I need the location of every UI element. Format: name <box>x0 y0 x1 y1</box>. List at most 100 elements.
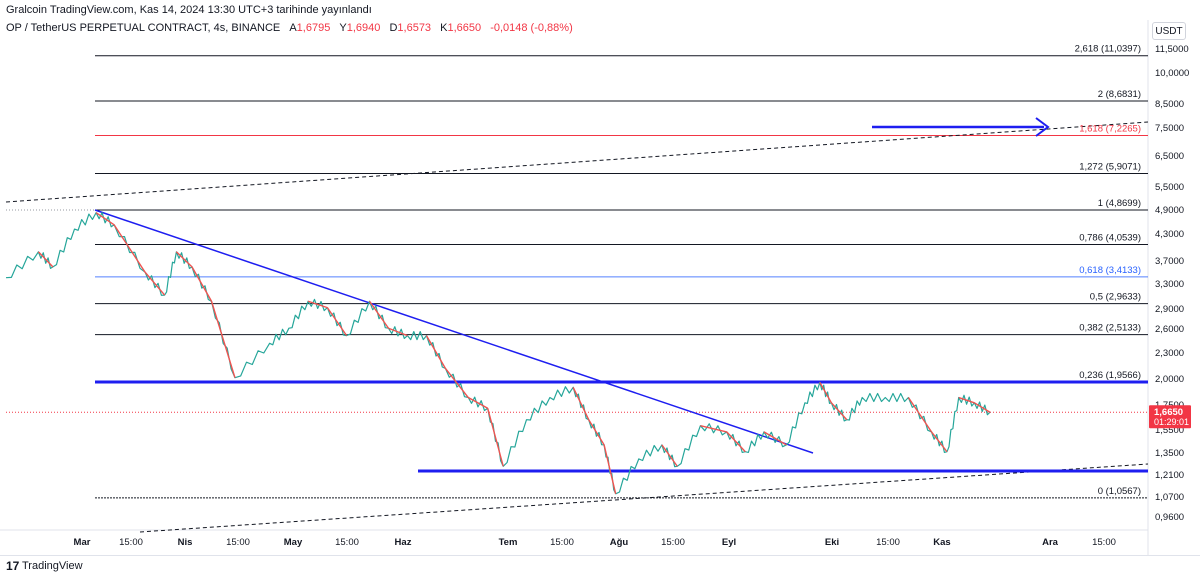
open-value: 1,6795 <box>296 22 331 34</box>
y-tick-label: 5,5000 <box>1155 182 1184 193</box>
price-down-segment <box>907 397 933 433</box>
price-down-segment <box>661 444 678 467</box>
price-down-segment <box>326 307 348 337</box>
price-down-segment <box>763 431 787 446</box>
x-tick-label: Eki <box>825 537 839 548</box>
x-tick-label: May <box>284 537 303 548</box>
price-down-segment <box>819 382 833 404</box>
price-down-segment <box>467 396 489 409</box>
tradingview-brand[interactable]: TradingView <box>22 560 83 572</box>
price-down-segment <box>144 271 166 296</box>
price-down-segment <box>700 425 727 433</box>
y-tick-label: 1,2100 <box>1155 470 1184 481</box>
change-value: -0,0148 (-0,88%) <box>490 22 573 34</box>
price-down-segment <box>191 266 213 302</box>
price-down-segment <box>487 408 504 467</box>
x-tick-label: 15:00 <box>226 537 250 548</box>
y-tick-label: 2,9000 <box>1155 304 1184 315</box>
price-down-segment <box>830 402 848 421</box>
upper-rising-dashed-trendline <box>5 121 1149 203</box>
y-tick-label: 4,9000 <box>1155 205 1184 216</box>
x-tick-label: Tem <box>499 537 518 548</box>
y-tick-label: 1,3500 <box>1155 448 1184 459</box>
y-tick-label: 7,5000 <box>1155 123 1184 134</box>
open-label: A <box>289 22 297 34</box>
fib-level-label: 0,786 (4,0539) <box>1079 233 1141 244</box>
price-down-segment <box>425 335 447 369</box>
price-down-segment <box>572 387 590 421</box>
x-tick-label: Mar <box>74 537 91 548</box>
price-down-segment <box>726 431 746 453</box>
price-down-segment <box>974 402 991 413</box>
close-value: 1,6650 <box>447 22 482 34</box>
last-price-countdown: 01:29:01 <box>1154 417 1189 427</box>
price-down-segment <box>603 444 617 494</box>
price-down-segment <box>210 301 236 378</box>
price-down-segment <box>958 396 975 404</box>
y-tick-label: 1,5500 <box>1155 425 1184 436</box>
price-down-segment <box>444 368 469 398</box>
lower-rising-dashed-trendline <box>139 463 1149 533</box>
price-down-segment <box>175 251 193 268</box>
price-chart[interactable]: 11,5000 10,0000 8,5000 7,5000 6,5000 5,5000 4,… <box>0 0 1200 555</box>
x-tick-label: 15:00 <box>119 537 143 548</box>
x-tick-label: Haz <box>395 537 412 548</box>
y-tick-label: 10,0000 <box>1155 68 1189 79</box>
price-down-segment <box>588 419 605 446</box>
x-tick-label: Eyl <box>722 537 736 548</box>
high-value: 1,6940 <box>346 22 381 34</box>
fib-level-label: 0,236 (1,9566) <box>1079 370 1141 381</box>
price-down-segment <box>307 300 328 309</box>
price-down-segment <box>388 327 408 337</box>
fib-level-label: 0,5 (2,9633) <box>1090 292 1141 303</box>
price-down-segment <box>95 212 115 226</box>
y-tick-label: 6,5000 <box>1155 151 1184 162</box>
x-tick-label: 15:00 <box>876 537 900 548</box>
y-tick-label: 2,0000 <box>1155 374 1184 385</box>
fib-level-label: 0,382 (2,5133) <box>1079 323 1141 334</box>
y-tick-label: 4,3000 <box>1155 229 1184 240</box>
x-tick-label: Ara <box>1042 537 1059 548</box>
price-down-segment <box>113 224 146 273</box>
low-value: 1,6573 <box>397 22 432 34</box>
symbol-legend: OP / TetherUS PERPETUAL CONTRACT, 4s, BI… <box>6 22 573 34</box>
target-arrow-head-icon <box>1035 117 1050 137</box>
y-tick-label: 11,5000 <box>1155 44 1189 55</box>
price-series-line <box>5 212 991 495</box>
close-label: K <box>440 22 448 34</box>
fib-level-label: 1,618 (7,2265) <box>1079 124 1141 135</box>
x-tick-label: Nis <box>178 537 193 548</box>
price-down-segment <box>930 431 948 453</box>
x-tick-label: 15:00 <box>335 537 359 548</box>
last-price-tag-bg <box>1149 405 1191 429</box>
descending-resistance-trendline[interactable] <box>94 209 814 454</box>
tradingview-logo-icon: 17 <box>6 559 20 573</box>
fib-level-label: 1,272 (5,9071) <box>1079 162 1141 173</box>
currency-button[interactable]: USDT <box>1152 22 1186 40</box>
low-label: D <box>389 22 398 34</box>
y-tick-label: 3,3000 <box>1155 279 1184 290</box>
price-down-segment <box>37 251 54 268</box>
x-tick-label: 15:00 <box>1092 537 1116 548</box>
y-tick-label: 1,0700 <box>1155 492 1184 503</box>
footer-bar: 17 TradingView <box>0 555 1200 575</box>
symbol-name[interactable]: OP / TetherUS PERPETUAL CONTRACT, 4s, BI… <box>6 22 281 34</box>
fib-level-label: 1 (4,8699) <box>1098 198 1141 209</box>
x-tick-label: Kas <box>933 537 950 548</box>
publisher-line: Gralcoin TradingView.com, Kas 14, 2024 1… <box>6 4 372 16</box>
y-tick-label: 2,6000 <box>1155 324 1184 335</box>
price-down-segment <box>368 300 390 329</box>
fib-level-label: 2 (8,6831) <box>1098 89 1141 100</box>
fib-level-label: 2,618 (11,0397) <box>1075 44 1141 55</box>
y-tick-label: 8,5000 <box>1155 99 1184 110</box>
fib-level-label: 0 (1,0567) <box>1098 486 1141 497</box>
x-tick-label: 15:00 <box>661 537 685 548</box>
high-label: Y <box>339 22 347 34</box>
x-tick-label: 15:00 <box>550 537 574 548</box>
last-price-value: 1,6650 <box>1154 407 1183 418</box>
y-tick-label: 3,7000 <box>1155 256 1184 267</box>
y-tick-label: 0,9600 <box>1155 512 1184 523</box>
y-tick-label: 2,3000 <box>1155 348 1184 359</box>
x-tick-label: Ağu <box>610 537 629 548</box>
